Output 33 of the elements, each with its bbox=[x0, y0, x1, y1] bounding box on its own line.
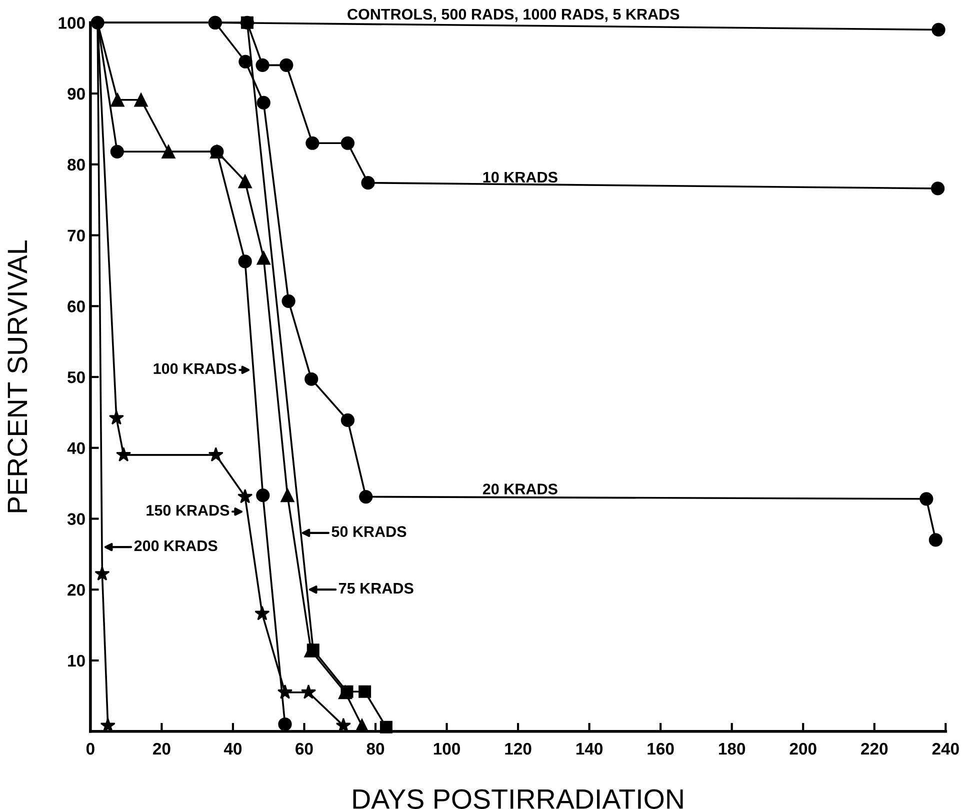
x-tick-label: 240 bbox=[932, 742, 959, 755]
x-tick-label: 140 bbox=[576, 742, 603, 755]
annotation: 200 KRADS bbox=[134, 540, 218, 552]
x-tick-label: 80 bbox=[366, 742, 384, 755]
x-tick-label: 200 bbox=[790, 742, 816, 755]
x-tick-label: 100 bbox=[434, 742, 460, 755]
y-tick-label: 100 bbox=[58, 17, 85, 29]
x-tick-label: 180 bbox=[718, 742, 746, 755]
x-tick-label: 20 bbox=[153, 742, 170, 755]
x-tick-label: 220 bbox=[861, 742, 888, 755]
y-tick-label: 60 bbox=[68, 300, 85, 312]
annotation: 10 KRADS bbox=[483, 172, 558, 183]
x-axis-title: DAYS POSTIRRADIATION bbox=[353, 789, 683, 809]
x-tick-label: 160 bbox=[648, 742, 674, 755]
annotation: 150 KRADS bbox=[146, 504, 230, 516]
annotation: 50 KRADS bbox=[332, 526, 406, 538]
y-axis-title: PERCENT SURVIVAL bbox=[8, 240, 28, 512]
x-tick-label: 40 bbox=[224, 742, 242, 755]
y-tick-label: 40 bbox=[67, 442, 85, 454]
y-tick-label: 70 bbox=[68, 230, 85, 242]
annotation: CONTROLS, 500 RADS, 1000 RADS, 5 KRADS bbox=[348, 8, 680, 22]
y-tick-label: 20 bbox=[68, 584, 85, 596]
annotation: 75 KRADS bbox=[339, 582, 414, 594]
x-tick-label: 60 bbox=[296, 742, 313, 755]
x-tick-label: 120 bbox=[505, 742, 532, 755]
y-tick-label: 90 bbox=[68, 88, 85, 100]
y-tick-label: 50 bbox=[68, 371, 85, 384]
annotation: 100 KRADS bbox=[154, 363, 236, 374]
y-tick-label: 80 bbox=[68, 158, 85, 171]
y-tick-label: 10 bbox=[68, 654, 85, 667]
annotation: 20 KRADS bbox=[482, 484, 558, 494]
y-tick-label: 30 bbox=[67, 513, 85, 525]
x-tick-label: 0 bbox=[86, 742, 94, 755]
